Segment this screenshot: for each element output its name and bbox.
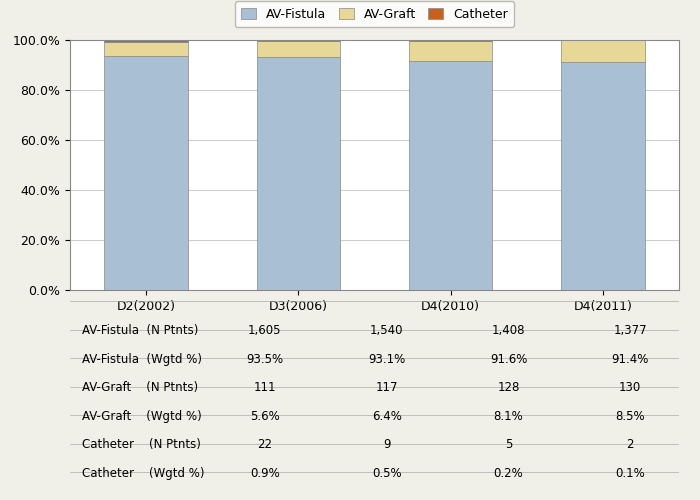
- Legend: AV-Fistula, AV-Graft, Catheter: AV-Fistula, AV-Graft, Catheter: [234, 2, 514, 27]
- Text: 6.4%: 6.4%: [372, 410, 402, 423]
- Text: 91.6%: 91.6%: [490, 352, 527, 366]
- Text: 91.4%: 91.4%: [612, 352, 649, 366]
- Text: AV-Graft    (Wgtd %): AV-Graft (Wgtd %): [82, 410, 202, 423]
- Text: 117: 117: [375, 381, 398, 394]
- Text: Catheter    (Wgtd %): Catheter (Wgtd %): [82, 467, 204, 480]
- Text: 0.2%: 0.2%: [494, 467, 524, 480]
- Bar: [409, 41, 493, 61]
- Bar: [409, 61, 493, 290]
- Text: 93.1%: 93.1%: [368, 352, 405, 366]
- Text: 128: 128: [497, 381, 519, 394]
- Text: 8.1%: 8.1%: [494, 410, 524, 423]
- Bar: [256, 42, 340, 58]
- Bar: [256, 40, 340, 42]
- Text: AV-Graft    (N Ptnts): AV-Graft (N Ptnts): [82, 381, 198, 394]
- Bar: [409, 40, 493, 41]
- Bar: [256, 58, 340, 290]
- Text: 5.6%: 5.6%: [250, 410, 280, 423]
- Text: AV-Fistula  (Wgtd %): AV-Fistula (Wgtd %): [82, 352, 202, 366]
- Text: 1,605: 1,605: [248, 324, 281, 337]
- Text: 1,408: 1,408: [491, 324, 525, 337]
- Bar: [104, 42, 188, 56]
- Bar: [561, 62, 645, 290]
- Text: 1,540: 1,540: [370, 324, 403, 337]
- Text: 130: 130: [620, 381, 641, 394]
- Text: 111: 111: [253, 381, 276, 394]
- Bar: [561, 40, 645, 62]
- Text: 22: 22: [258, 438, 272, 452]
- Text: 93.5%: 93.5%: [246, 352, 284, 366]
- Text: AV-Fistula  (N Ptnts): AV-Fistula (N Ptnts): [82, 324, 199, 337]
- Text: 0.5%: 0.5%: [372, 467, 402, 480]
- Text: Catheter    (N Ptnts): Catheter (N Ptnts): [82, 438, 201, 452]
- Bar: [104, 56, 188, 290]
- Text: 5: 5: [505, 438, 512, 452]
- Bar: [104, 40, 188, 42]
- Text: 2: 2: [626, 438, 634, 452]
- Text: 0.9%: 0.9%: [250, 467, 280, 480]
- Text: 0.1%: 0.1%: [615, 467, 645, 480]
- Text: 8.5%: 8.5%: [615, 410, 645, 423]
- Text: 9: 9: [383, 438, 391, 452]
- Text: 1,377: 1,377: [613, 324, 647, 337]
